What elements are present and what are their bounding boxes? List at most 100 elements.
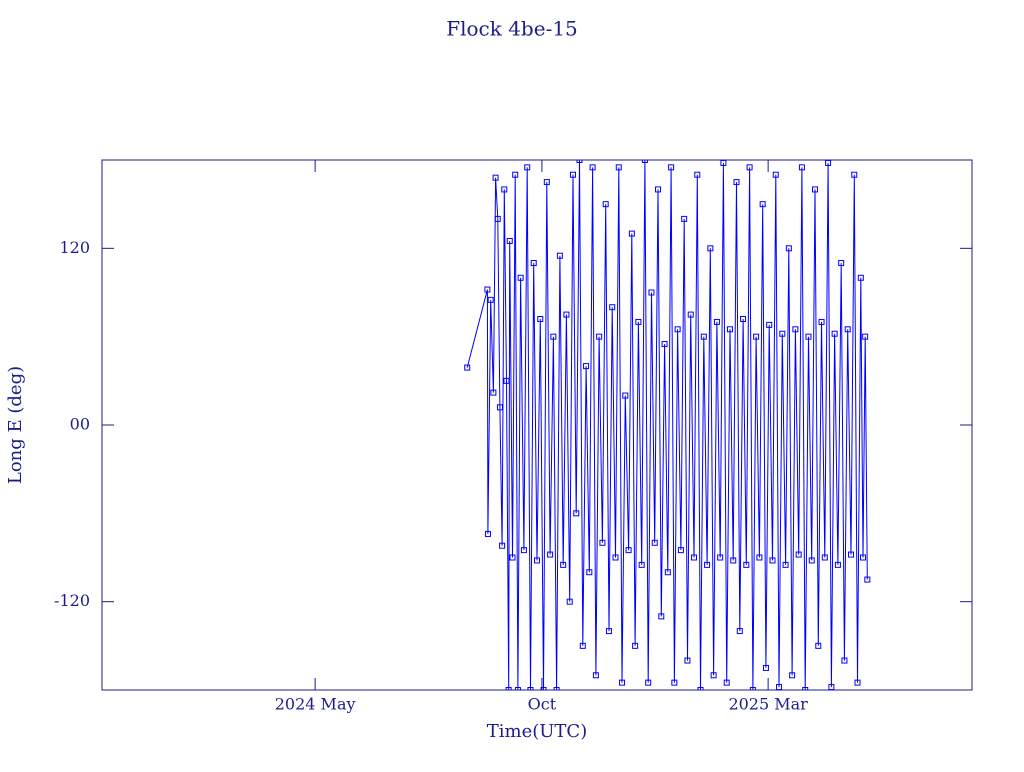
data-point [509, 554, 516, 561]
data-point [638, 561, 645, 568]
data-point [694, 171, 701, 178]
data-point [569, 171, 576, 178]
data-point [576, 160, 583, 163]
data-point [710, 672, 717, 679]
data-point [664, 569, 671, 576]
data-point [859, 554, 866, 561]
data-point [847, 551, 854, 558]
data-point [583, 363, 590, 370]
data-point [805, 333, 812, 340]
data-point [857, 274, 864, 281]
data-point [505, 687, 512, 690]
data-point [520, 547, 527, 554]
y-tick-label: 00 [70, 415, 90, 434]
data-point [464, 364, 471, 371]
data-point [723, 679, 730, 686]
data-point [543, 179, 550, 186]
data-point [759, 201, 766, 208]
data-point [720, 160, 727, 166]
data-point [730, 557, 737, 564]
data-point [494, 215, 501, 222]
data-point [704, 561, 711, 568]
data-point [828, 684, 835, 690]
data-point [517, 274, 524, 281]
y-tick-label: 120 [59, 238, 90, 257]
data-point [605, 628, 612, 635]
data-point [534, 557, 540, 564]
data-point [503, 377, 510, 384]
data-point [700, 333, 707, 340]
data-line [466, 160, 868, 690]
data-point [641, 160, 648, 163]
x-tick-label: 2025 Mar [728, 695, 808, 714]
data-point [579, 642, 586, 649]
data-point [599, 539, 606, 546]
x-axis-label: Time(UTC) [487, 721, 587, 742]
data-point [733, 179, 740, 186]
data-point [802, 687, 809, 690]
data-point [563, 311, 570, 318]
data-point [499, 542, 506, 549]
data-point [550, 333, 557, 340]
data-point [690, 554, 697, 561]
data-point [815, 642, 822, 649]
data-point [864, 576, 871, 583]
data-point [697, 687, 704, 690]
data-point [527, 687, 534, 690]
data-point [818, 318, 825, 325]
data-point [776, 684, 783, 690]
data-point [726, 326, 733, 333]
data-point [622, 392, 629, 399]
data-point [596, 333, 603, 340]
data-point [736, 628, 743, 635]
data-point [496, 404, 503, 411]
data-point [677, 547, 684, 554]
chart-title: Flock 4be-15 [446, 17, 578, 41]
data-point [740, 316, 747, 322]
data-point [645, 679, 652, 686]
data-point [713, 318, 720, 325]
data-point [717, 554, 724, 561]
data-point [628, 230, 635, 237]
data-point [648, 289, 655, 296]
data-point [779, 330, 786, 337]
data-point [586, 569, 593, 576]
data-point [589, 164, 596, 171]
data-point [573, 510, 580, 517]
data-point [812, 186, 819, 193]
data-point [825, 160, 832, 166]
data-point [490, 389, 497, 396]
data-point [756, 554, 763, 561]
data-point [560, 561, 567, 568]
data-point [609, 304, 616, 311]
data-point [772, 171, 779, 178]
data-point [524, 164, 531, 171]
data-point [753, 333, 760, 340]
data-point [625, 547, 632, 554]
data-point [661, 341, 668, 348]
data-point [684, 657, 691, 664]
data-point [655, 186, 662, 193]
data-point [795, 551, 802, 558]
plot-frame [101, 159, 973, 691]
data-point [862, 333, 869, 340]
data-layer [464, 160, 871, 690]
data-point [501, 186, 508, 193]
data-point [635, 318, 642, 325]
data-point [556, 252, 563, 259]
data-point [487, 296, 494, 303]
data-point [798, 164, 805, 171]
data-point [834, 561, 841, 568]
data-point [769, 557, 776, 564]
data-point [743, 561, 750, 568]
data-point [651, 539, 658, 546]
y-axis-label: Long E (deg) [5, 366, 26, 484]
data-point [854, 679, 861, 686]
data-point [851, 171, 858, 178]
data-point [668, 164, 675, 171]
data-point [566, 598, 573, 605]
data-point [484, 530, 491, 537]
data-point [612, 554, 619, 561]
data-point [789, 672, 796, 679]
